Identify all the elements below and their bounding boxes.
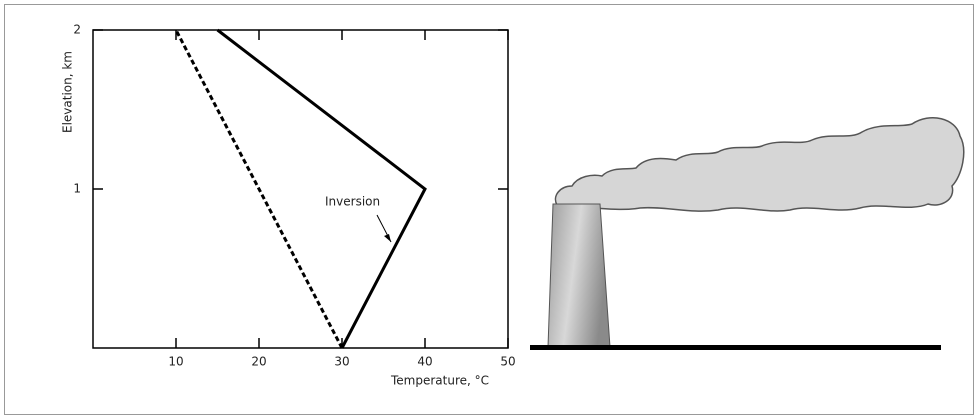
- y-tick-label: 1: [73, 182, 81, 196]
- x-axis-label: Temperature, °C: [390, 374, 489, 388]
- y-axis-label: Elevation, km: [61, 51, 75, 133]
- smokestack: [548, 204, 610, 347]
- x-tick-label: 20: [251, 355, 266, 369]
- plot-box: [93, 30, 508, 348]
- chart: Elevation, km Temperature, °C Inversion …: [0, 0, 978, 419]
- x-tick-label: 30: [334, 355, 349, 369]
- y-tick-label: 2: [73, 23, 81, 37]
- line-series: [218, 30, 426, 348]
- page: Elevation, km Temperature, °C Inversion …: [0, 0, 978, 419]
- line-series: [176, 30, 342, 348]
- x-tick-label: 50: [500, 355, 515, 369]
- arrow-head: [384, 234, 391, 242]
- x-tick-label: 40: [417, 355, 432, 369]
- smoke-plume: [555, 118, 963, 211]
- x-tick-label: 10: [168, 355, 183, 369]
- annotation: Inversion: [325, 195, 380, 209]
